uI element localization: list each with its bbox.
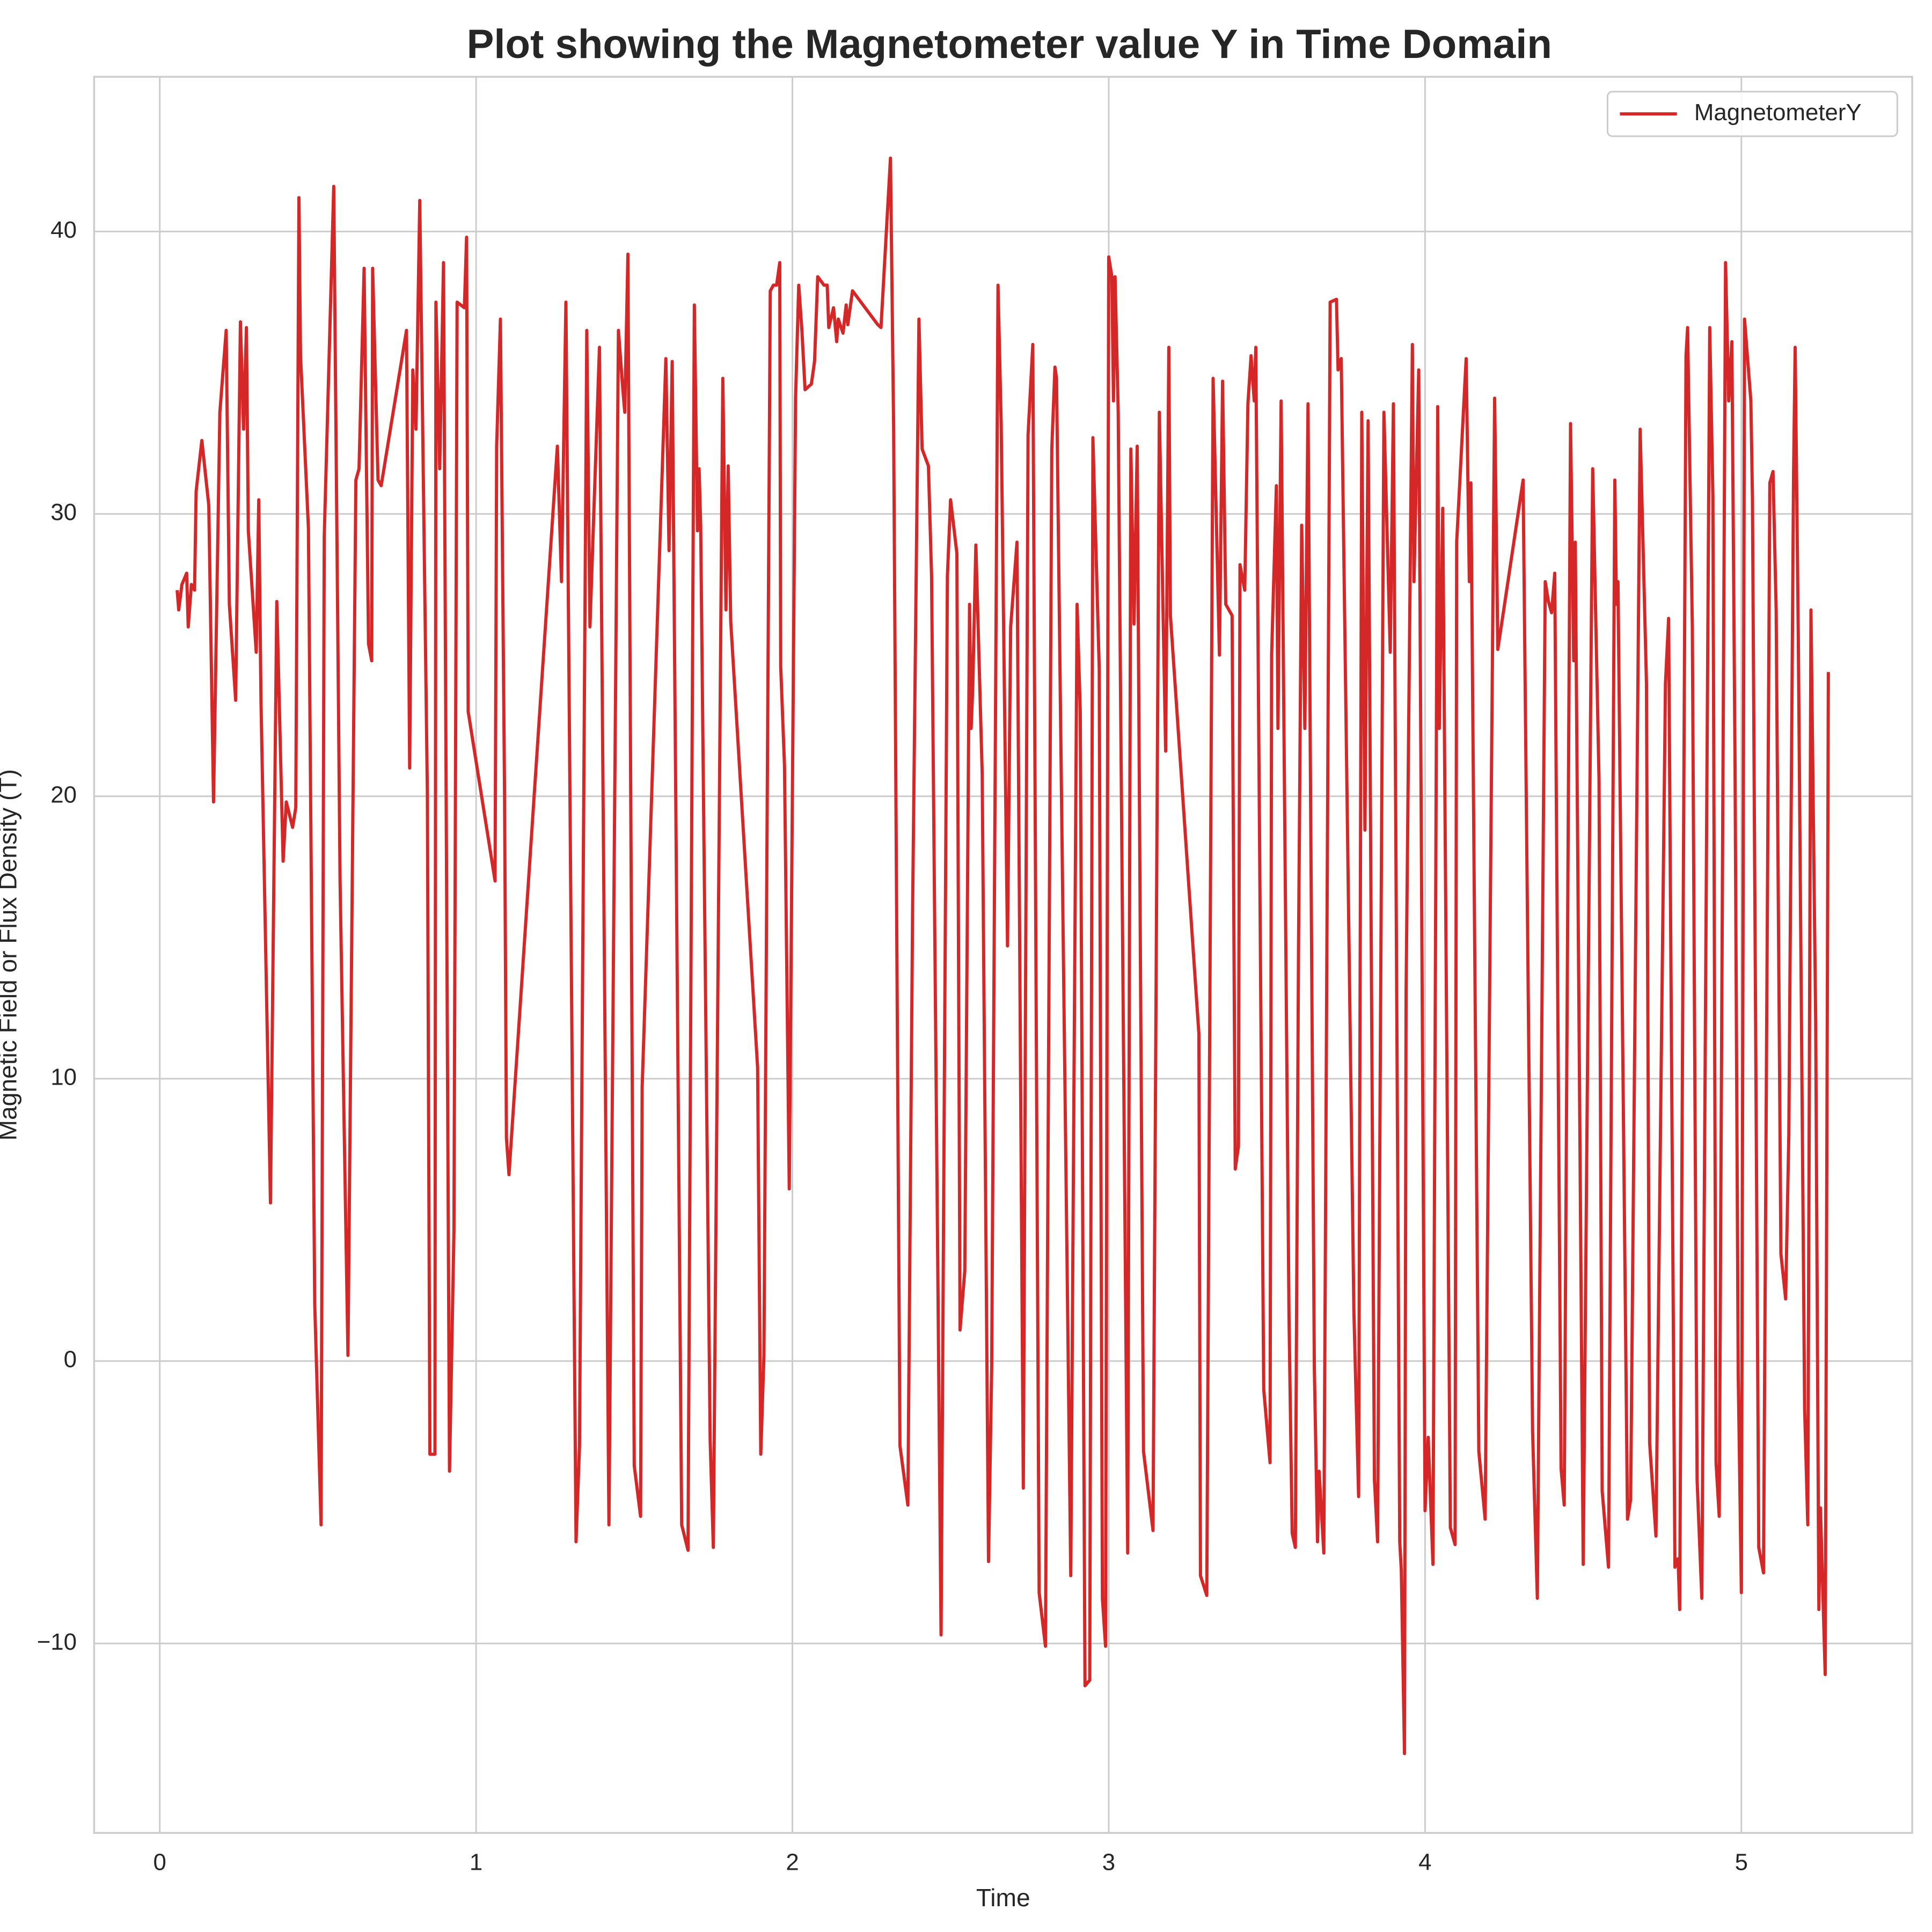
chart-title: Plot showing the Magnetometer value Y in…: [467, 21, 1552, 67]
x-tick-label: 1: [470, 1849, 482, 1876]
legend: MagnetometerY: [1606, 91, 1898, 137]
x-tick-label: 0: [153, 1849, 166, 1876]
x-tick-label: 2: [786, 1849, 799, 1876]
legend-label: MagnetometerY: [1694, 99, 1862, 126]
legend-box: [1606, 91, 1898, 137]
plot-frame: [93, 76, 1913, 1834]
y-tick-label: 20: [50, 781, 77, 808]
y-axis-label: Magnetic Field or Flux Density (T): [0, 769, 22, 1140]
x-tick-label: 3: [1102, 1849, 1115, 1876]
x-tick-label: 5: [1735, 1849, 1748, 1876]
y-tick-label: 10: [50, 1064, 77, 1091]
x-tick-label: 4: [1418, 1849, 1431, 1876]
data-line: [175, 156, 1830, 1755]
x-axis-label: Time: [976, 1884, 1030, 1912]
y-tick-label: 40: [50, 217, 77, 243]
y-tick-label: 0: [64, 1346, 77, 1373]
y-tick-label: −10: [37, 1629, 77, 1655]
y-tick-label: 30: [50, 499, 77, 525]
